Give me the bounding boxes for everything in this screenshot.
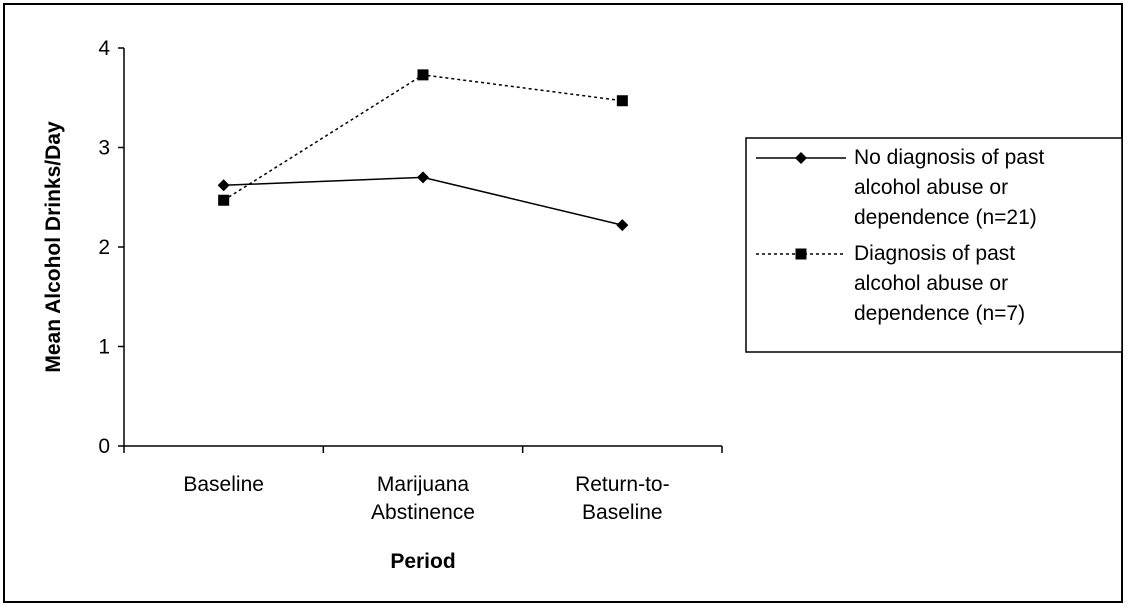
- legend-label-0: alcohol abuse or: [854, 176, 1008, 199]
- data-point-s0-2: [616, 219, 629, 232]
- legend-label-1: dependence (n=7): [854, 302, 1025, 325]
- x-tick-label: Baseline: [183, 473, 264, 496]
- legend: No diagnosis of past alcohol abuse or depe…: [745, 137, 1123, 353]
- plot-area: [217, 69, 629, 232]
- legend-marker-0: [795, 152, 807, 164]
- legend-marker-1: [795, 248, 807, 260]
- legend-box: [745, 137, 1123, 353]
- y-axis-title: Mean Alcohol Drinks/Day: [42, 121, 65, 373]
- y-tick-label: 2: [98, 236, 110, 259]
- x-tick-label: Abstinence: [371, 501, 475, 524]
- x-tick-label: Return-to-: [575, 473, 670, 496]
- legend-label-0: No diagnosis of past: [854, 146, 1044, 169]
- y-tick-label: 1: [98, 336, 110, 359]
- x-tick-label: Baseline: [582, 501, 663, 524]
- y-tick-label: 0: [98, 435, 110, 458]
- legend-label-1: alcohol abuse or: [854, 272, 1008, 295]
- data-point-s1-2: [616, 95, 628, 107]
- data-point-s0-1: [417, 171, 429, 184]
- data-point-s1-1: [417, 69, 429, 81]
- x-axis-title: Period: [390, 550, 455, 573]
- axes: 0 1 2 3 4 Baseline Marijuana Abstinence Return-t…: [42, 37, 723, 573]
- data-point-s1-0: [218, 194, 230, 206]
- x-tick-label: Marijuana: [377, 473, 470, 496]
- y-tick-label: 4: [98, 37, 110, 60]
- series-line-0: [223, 176, 623, 226]
- legend-label-0: dependence (n=21): [854, 206, 1037, 229]
- data-point-s0-0: [217, 179, 230, 192]
- y-tick-label: 3: [98, 137, 110, 160]
- legend-label-1: Diagnosis of past: [854, 242, 1015, 265]
